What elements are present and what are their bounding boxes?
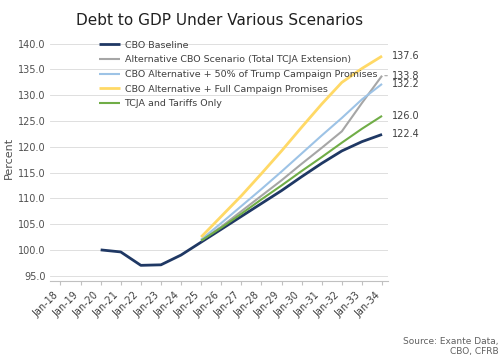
CBO Alternative + 50% of Trump Campaign Promises bbox=[259, 187, 265, 191]
Alternative CBO Scenario (Total TCJA Extension) bbox=[379, 73, 385, 78]
CBO Alternative + Full Campaign Promises bbox=[279, 149, 285, 153]
Line: TCJA and Tariffs Only: TCJA and Tariffs Only bbox=[201, 116, 382, 240]
Line: CBO Alternative + 50% of Trump Campaign Promises: CBO Alternative + 50% of Trump Campaign … bbox=[201, 84, 382, 239]
Alternative CBO Scenario (Total TCJA Extension) bbox=[198, 238, 204, 243]
TCJA and Tariffs Only bbox=[198, 238, 204, 243]
Alternative CBO Scenario (Total TCJA Extension) bbox=[319, 146, 325, 150]
CBO Baseline bbox=[238, 214, 244, 219]
CBO Baseline bbox=[178, 253, 184, 257]
CBO Baseline bbox=[359, 139, 365, 144]
CBO Baseline bbox=[198, 240, 204, 244]
Alternative CBO Scenario (Total TCJA Extension) bbox=[339, 129, 345, 134]
CBO Alternative + 50% of Trump Campaign Promises bbox=[359, 97, 365, 102]
CBO Alternative + 50% of Trump Campaign Promises bbox=[198, 237, 204, 242]
CBO Alternative + Full Campaign Promises bbox=[319, 102, 325, 106]
Text: Source: Exante Data,
CBO, CFRB: Source: Exante Data, CBO, CFRB bbox=[404, 337, 499, 356]
CBO Alternative + 50% of Trump Campaign Promises bbox=[218, 221, 224, 225]
CBO Alternative + Full Campaign Promises bbox=[339, 80, 345, 85]
TCJA and Tariffs Only bbox=[319, 155, 325, 159]
Line: CBO Alternative + Full Campaign Promises: CBO Alternative + Full Campaign Promises bbox=[201, 56, 382, 237]
CBO Alternative + 50% of Trump Campaign Promises bbox=[299, 151, 305, 156]
CBO Baseline bbox=[319, 161, 325, 166]
CBO Alternative + Full Campaign Promises bbox=[359, 66, 365, 71]
CBO Baseline bbox=[379, 132, 385, 136]
Text: 137.6: 137.6 bbox=[392, 51, 420, 61]
Alternative CBO Scenario (Total TCJA Extension) bbox=[259, 194, 265, 198]
Line: CBO Baseline: CBO Baseline bbox=[101, 134, 382, 265]
CBO Alternative + Full Campaign Promises bbox=[259, 171, 265, 176]
TCJA and Tariffs Only bbox=[238, 212, 244, 216]
CBO Alternative + 50% of Trump Campaign Promises bbox=[379, 82, 385, 86]
CBO Alternative + 50% of Trump Campaign Promises bbox=[238, 204, 244, 208]
CBO Alternative + 50% of Trump Campaign Promises bbox=[279, 170, 285, 174]
TCJA and Tariffs Only bbox=[379, 114, 385, 118]
Alternative CBO Scenario (Total TCJA Extension) bbox=[238, 209, 244, 213]
Line: Alternative CBO Scenario (Total TCJA Extension): Alternative CBO Scenario (Total TCJA Ext… bbox=[201, 76, 382, 240]
CBO Baseline bbox=[299, 175, 305, 179]
Alternative CBO Scenario (Total TCJA Extension) bbox=[359, 101, 365, 105]
CBO Alternative + Full Campaign Promises bbox=[299, 125, 305, 129]
Text: 132.2: 132.2 bbox=[392, 79, 420, 89]
TCJA and Tariffs Only bbox=[299, 169, 305, 173]
Text: 122.4: 122.4 bbox=[392, 130, 420, 139]
Alternative CBO Scenario (Total TCJA Extension) bbox=[218, 225, 224, 229]
CBO Alternative + Full Campaign Promises bbox=[238, 194, 244, 198]
CBO Baseline bbox=[218, 227, 224, 231]
CBO Baseline bbox=[118, 250, 124, 254]
Legend: CBO Baseline, Alternative CBO Scenario (Total TCJA Extension), CBO Alternative +: CBO Baseline, Alternative CBO Scenario (… bbox=[99, 41, 377, 108]
CBO Baseline bbox=[138, 263, 144, 267]
CBO Alternative + Full Campaign Promises bbox=[379, 54, 385, 58]
CBO Baseline bbox=[279, 188, 285, 193]
TCJA and Tariffs Only bbox=[259, 197, 265, 202]
Text: 133.8: 133.8 bbox=[392, 71, 420, 81]
CBO Alternative + 50% of Trump Campaign Promises bbox=[339, 116, 345, 120]
CBO Baseline bbox=[158, 263, 164, 267]
CBO Alternative + Full Campaign Promises bbox=[198, 235, 204, 239]
Alternative CBO Scenario (Total TCJA Extension) bbox=[299, 162, 305, 166]
Alternative CBO Scenario (Total TCJA Extension) bbox=[279, 178, 285, 183]
TCJA and Tariffs Only bbox=[279, 183, 285, 188]
CBO Alternative + 50% of Trump Campaign Promises bbox=[319, 133, 325, 138]
Y-axis label: Percent: Percent bbox=[4, 137, 14, 180]
CBO Baseline bbox=[259, 201, 265, 206]
CBO Baseline bbox=[98, 248, 104, 252]
CBO Baseline bbox=[339, 149, 345, 153]
TCJA and Tariffs Only bbox=[359, 127, 365, 131]
Text: 126.0: 126.0 bbox=[392, 111, 420, 121]
TCJA and Tariffs Only bbox=[339, 140, 345, 145]
TCJA and Tariffs Only bbox=[218, 226, 224, 230]
CBO Alternative + Full Campaign Promises bbox=[218, 214, 224, 219]
Title: Debt to GDP Under Various Scenarios: Debt to GDP Under Various Scenarios bbox=[76, 13, 363, 28]
